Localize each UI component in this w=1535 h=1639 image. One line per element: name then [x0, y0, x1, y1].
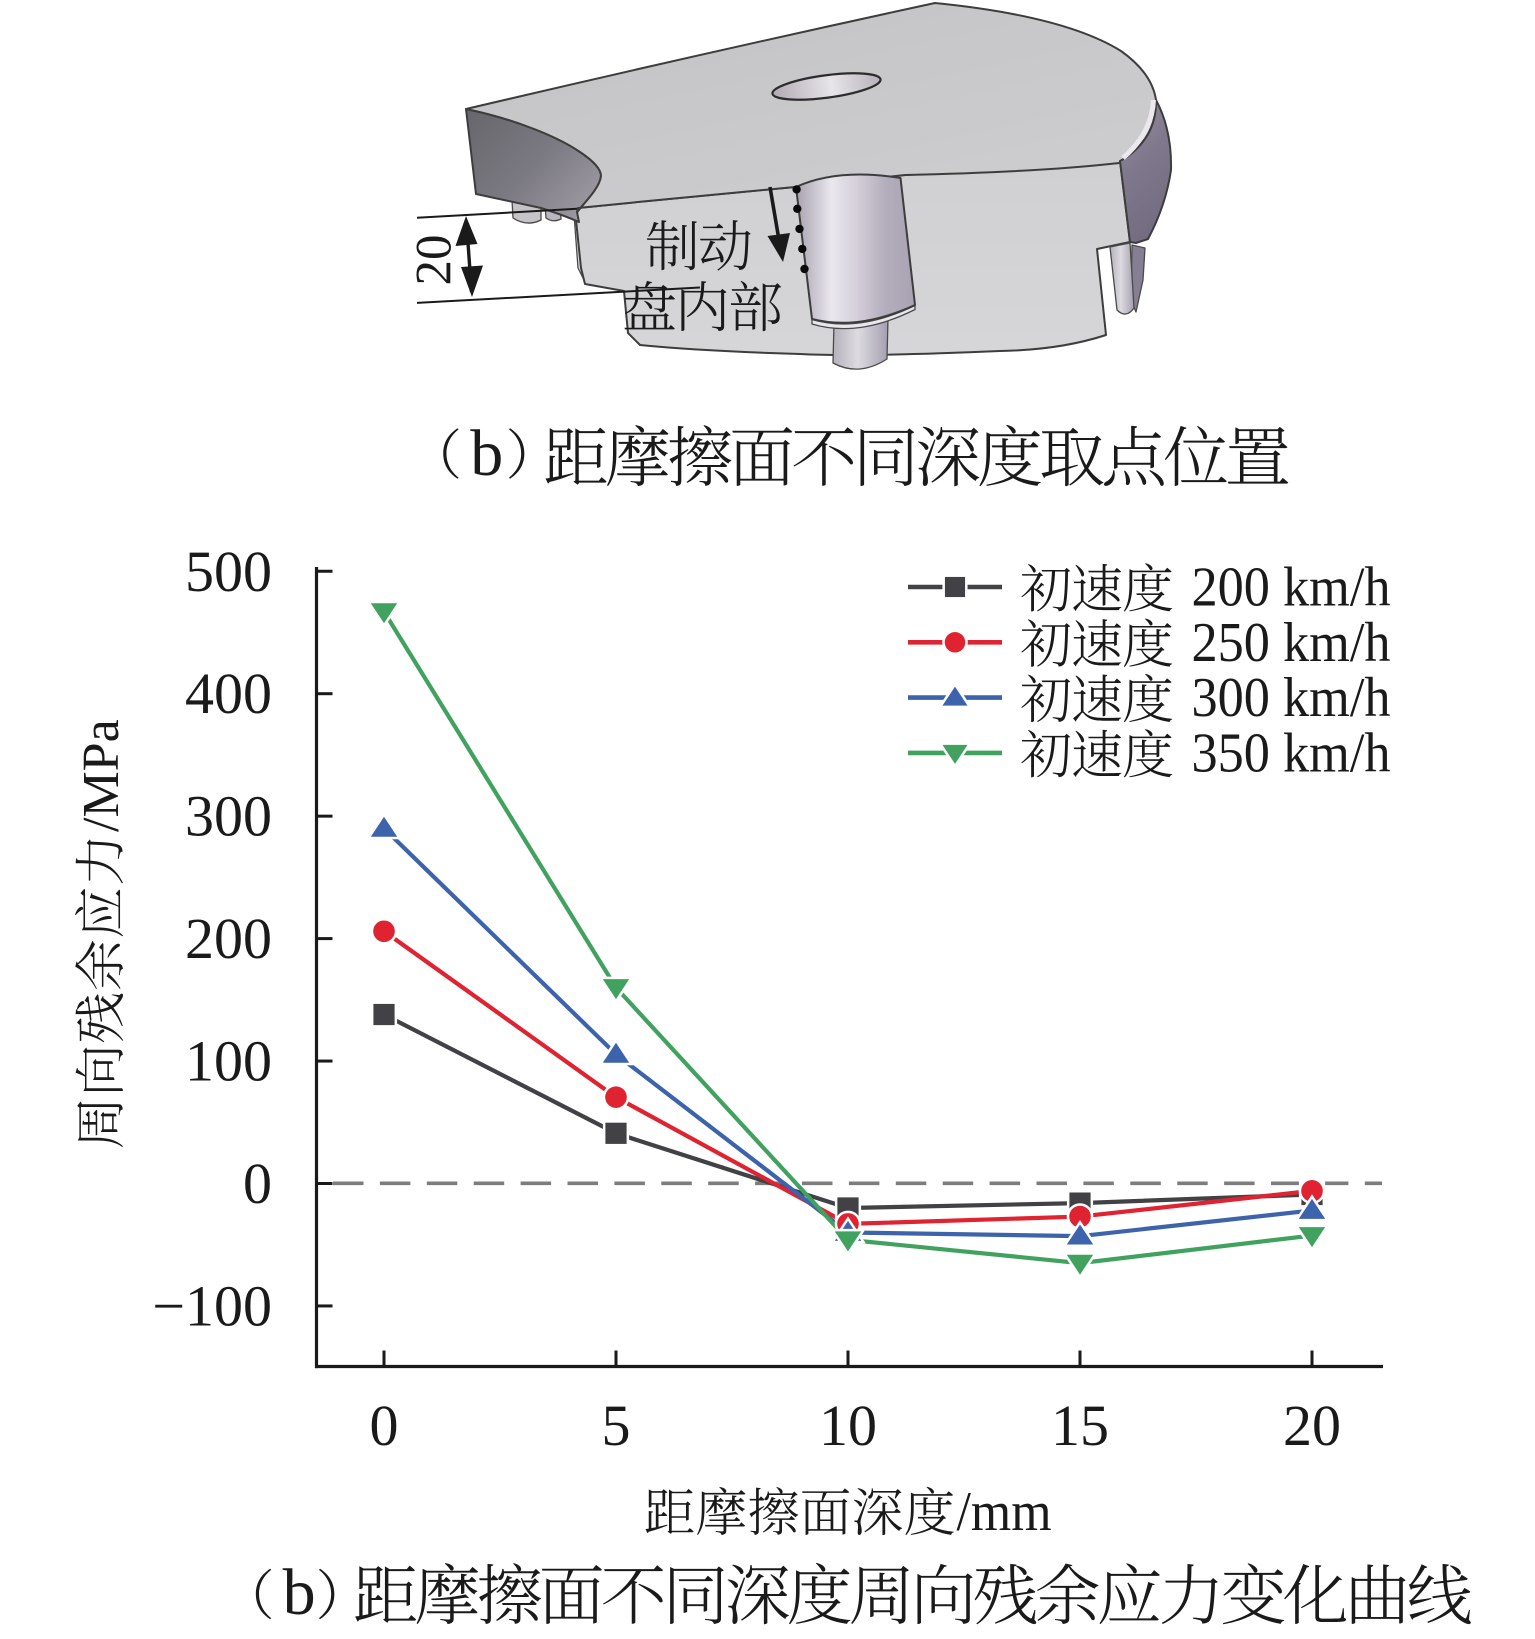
svg-text:200 km/h: 200 km/h [1192, 557, 1391, 619]
svg-text:20: 20 [1283, 1393, 1341, 1458]
svg-text:100: 100 [185, 1029, 272, 1094]
svg-text:300: 300 [185, 784, 272, 849]
svg-text:b: b [470, 417, 503, 490]
svg-text:15: 15 [1051, 1393, 1109, 1458]
svg-text:300 km/h: 300 km/h [1192, 667, 1391, 729]
svg-text:/mm: /mm [957, 1481, 1052, 1543]
svg-text:0: 0 [243, 1151, 272, 1216]
svg-text:200: 200 [185, 906, 272, 971]
svg-text:−100: −100 [152, 1273, 272, 1338]
svg-text:20: 20 [407, 235, 463, 286]
svg-text:5: 5 [602, 1393, 631, 1458]
svg-text:350 km/h: 350 km/h [1192, 722, 1391, 784]
svg-text:500: 500 [185, 539, 272, 604]
svg-text:0: 0 [370, 1393, 399, 1458]
svg-text:10: 10 [819, 1393, 877, 1458]
svg-text:/MPa: /MPa [73, 719, 130, 832]
svg-text:250 km/h: 250 km/h [1192, 612, 1391, 674]
svg-text:400: 400 [185, 661, 272, 726]
svg-text:b: b [283, 1556, 316, 1629]
